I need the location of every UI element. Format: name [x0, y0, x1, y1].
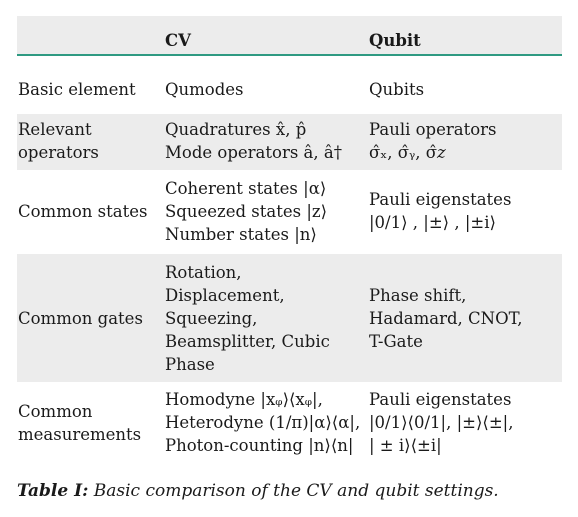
comparison-table: CV Qubit Basic element Qumodes Qubits Re… [17, 16, 562, 468]
qubit-cell: Qubits [369, 80, 425, 99]
qubit-cell: Pauli operators σ̂ₓ, σ̂ᵧ, σ̂𝑧 [369, 120, 497, 162]
qubit-cell: Pauli eigenstates |0/1⟩ , |±⟩ , |±i⟩ [369, 190, 512, 232]
caption-label: Table I: [17, 481, 89, 501]
row-label: Basic element [18, 80, 136, 99]
header-cv: CV [165, 31, 191, 50]
row-label: Common states [18, 202, 148, 221]
table-row-relevant-operators: Relevant operators Quadratures x̂, p̂ Mo… [17, 114, 562, 170]
table-row-basic-element: Basic element Qumodes Qubits [17, 74, 562, 114]
cv-cell: Rotation, Displacement, Squeezing, Beams… [165, 263, 330, 374]
cv-cell: Coherent states |α⟩ Squeezed states |z⟩ … [165, 179, 328, 244]
caption-text: Basic comparison of the CV and qubit set… [93, 481, 499, 501]
cv-cell: Qumodes [165, 80, 244, 99]
header-qubit: Qubit [369, 31, 421, 50]
cv-cell: Homodyne |xᵩ⟩⟨xᵩ|, Heterodyne (1/π)|α⟩⟨α… [165, 390, 361, 455]
table-header: CV Qubit [17, 16, 562, 56]
row-label: Common gates [18, 309, 143, 328]
row-label: Common measurements [18, 402, 142, 444]
table-row-common-measurements: Common measurements Homodyne |xᵩ⟩⟨xᵩ|, H… [17, 382, 562, 468]
row-label: Relevant operators [18, 120, 99, 162]
table-caption: Table I: Basic comparison of the CV and … [17, 481, 499, 501]
table-row-common-states: Common states Coherent states |α⟩ Squeez… [17, 170, 562, 254]
qubit-cell: Phase shift, Hadamard, CNOT, T-Gate [369, 286, 523, 351]
table-row-common-gates: Common gates Rotation, Displacement, Squ… [17, 254, 562, 382]
qubit-cell: Pauli eigenstates |0/1⟩⟨0/1|, |±⟩⟨±|, | … [369, 390, 514, 455]
cv-cell: Quadratures x̂, p̂ Mode operators â, â† [165, 120, 342, 162]
